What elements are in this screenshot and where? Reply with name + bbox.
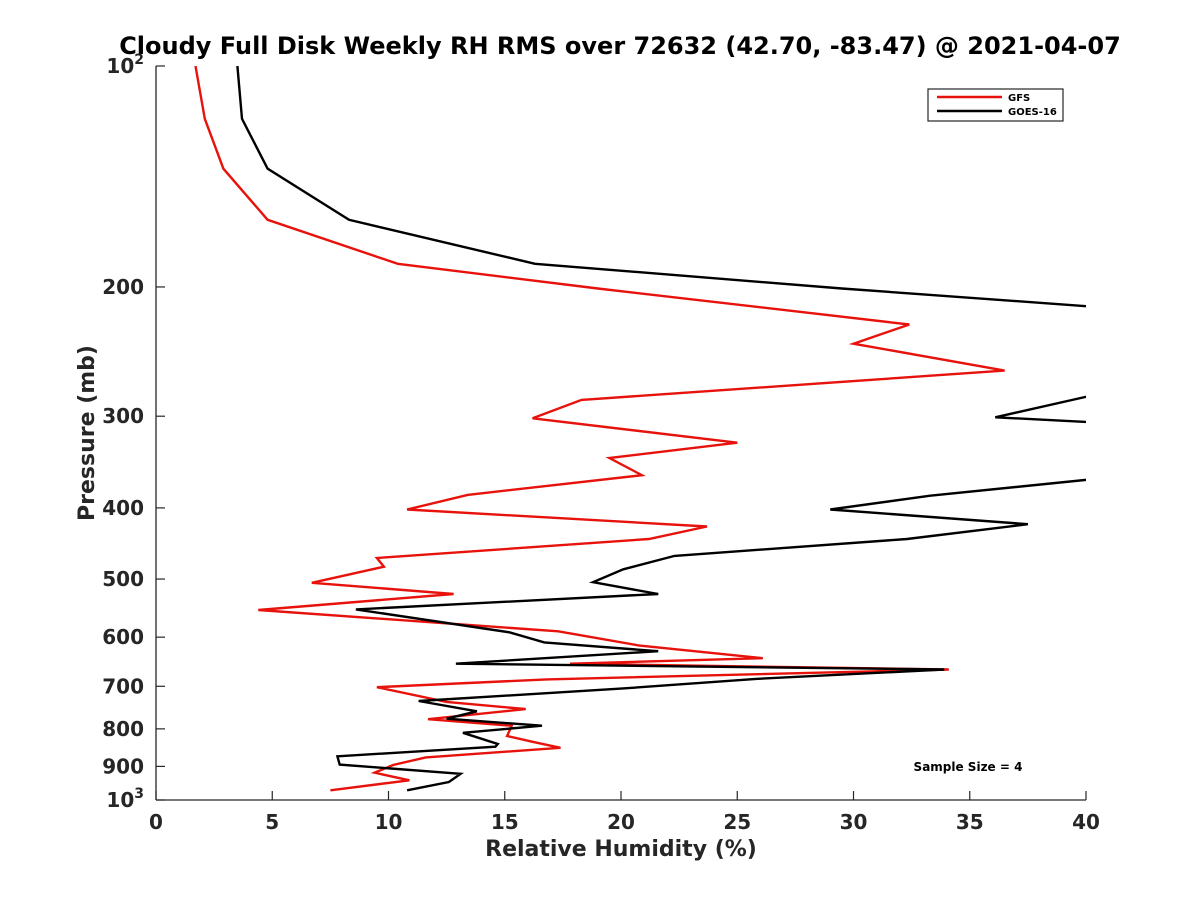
x-tick-label: 10: [375, 810, 403, 834]
x-tick-label: 35: [956, 810, 984, 834]
series-line-gfs: [194, 66, 1005, 792]
y-tick-label: 800: [102, 717, 144, 741]
y-tick-label: 900: [102, 754, 144, 778]
axes: 0 5 10 15 20 25 30 35 40 102 200 300 400 500 600 700 800…: [102, 52, 1100, 834]
y-tick-label: 103: [106, 786, 144, 812]
x-axis-label: Relative Humidity (%): [485, 837, 757, 862]
x-tick-label: 20: [607, 810, 635, 834]
x-tick-label: 0: [149, 810, 163, 834]
y-tick-label: 400: [102, 496, 144, 520]
series-layer: [194, 66, 1086, 792]
legend-label-gfs: GFS: [1008, 93, 1030, 104]
legend-box: [927, 88, 1064, 122]
legend-label-goes16: GOES-16: [1008, 107, 1057, 118]
chart-title: Cloudy Full Disk Weekly RH RMS over 7263…: [119, 32, 1121, 60]
y-tick-label: 500: [102, 567, 144, 591]
y-tick-label: 300: [102, 404, 144, 428]
x-tick-label: 30: [840, 810, 868, 834]
x-tick-label: 5: [265, 810, 279, 834]
series-line-goes16: [236, 66, 1086, 792]
y-tick-label: 600: [102, 625, 144, 649]
y-tick-label: 200: [102, 275, 144, 299]
sample-size-annotation: Sample Size = 4: [914, 760, 1023, 774]
y-tick-label: 102: [106, 52, 144, 78]
x-tick-label: 15: [491, 810, 519, 834]
y-tick-label: 700: [102, 674, 144, 698]
y-axis-label: Pressure (mb): [75, 345, 100, 521]
x-tick-label: 25: [723, 810, 751, 834]
legend: GFS GOES-16: [927, 88, 1064, 122]
x-tick-label: 40: [1072, 810, 1100, 834]
